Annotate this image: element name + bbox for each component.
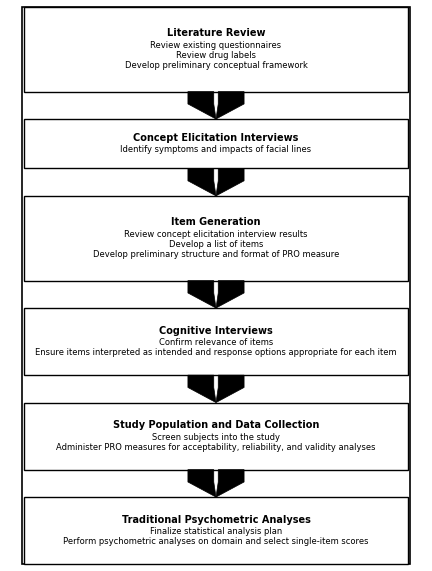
Bar	[24, 497, 408, 564]
Text: Cognitive Interviews: Cognitive Interviews	[159, 325, 273, 336]
Text: Review concept elicitation interview results: Review concept elicitation interview res…	[124, 230, 308, 239]
Polygon shape	[188, 280, 216, 308]
Text: Develop a list of items: Develop a list of items	[169, 240, 263, 249]
Bar	[24, 7, 408, 91]
Polygon shape	[188, 375, 216, 403]
Polygon shape	[188, 168, 216, 196]
Text: Screen subjects into the study: Screen subjects into the study	[152, 433, 280, 442]
Text: Concept Elicitation Interviews: Concept Elicitation Interviews	[133, 132, 299, 143]
Text: Identify symptoms and impacts of facial lines: Identify symptoms and impacts of facial …	[121, 146, 311, 154]
Text: Confirm relevance of items: Confirm relevance of items	[159, 339, 273, 347]
Bar	[22, 7, 410, 564]
Text: Administer PRO measures for acceptability, reliability, and validity analyses: Administer PRO measures for acceptabilit…	[56, 443, 376, 452]
Text: Develop preliminary conceptual framework: Develop preliminary conceptual framework	[124, 61, 308, 70]
Text: Traditional Psychometric Analyses: Traditional Psychometric Analyses	[121, 514, 311, 525]
Polygon shape	[216, 375, 244, 403]
Polygon shape	[188, 469, 216, 497]
Bar	[24, 403, 408, 469]
Polygon shape	[216, 280, 244, 308]
Text: Review drug labels: Review drug labels	[176, 51, 256, 60]
Bar	[24, 196, 408, 280]
Text: Ensure items interpreted as intended and response options appropriate for each i: Ensure items interpreted as intended and…	[35, 348, 397, 357]
Polygon shape	[216, 91, 244, 119]
Polygon shape	[188, 91, 216, 119]
Text: Develop preliminary structure and format of PRO measure: Develop preliminary structure and format…	[93, 250, 339, 259]
Bar	[24, 119, 408, 168]
Text: Study Population and Data Collection: Study Population and Data Collection	[113, 420, 319, 430]
Bar	[24, 308, 408, 375]
Polygon shape	[216, 168, 244, 196]
Text: Item Generation: Item Generation	[171, 218, 261, 227]
Polygon shape	[216, 469, 244, 497]
Text: Literature Review: Literature Review	[167, 29, 265, 38]
Text: Finalize statistical analysis plan: Finalize statistical analysis plan	[150, 528, 282, 536]
Text: Review existing questionnaires: Review existing questionnaires	[150, 41, 282, 50]
Text: Perform psychometric analyses on domain and select single-item scores: Perform psychometric analyses on domain …	[63, 537, 369, 546]
